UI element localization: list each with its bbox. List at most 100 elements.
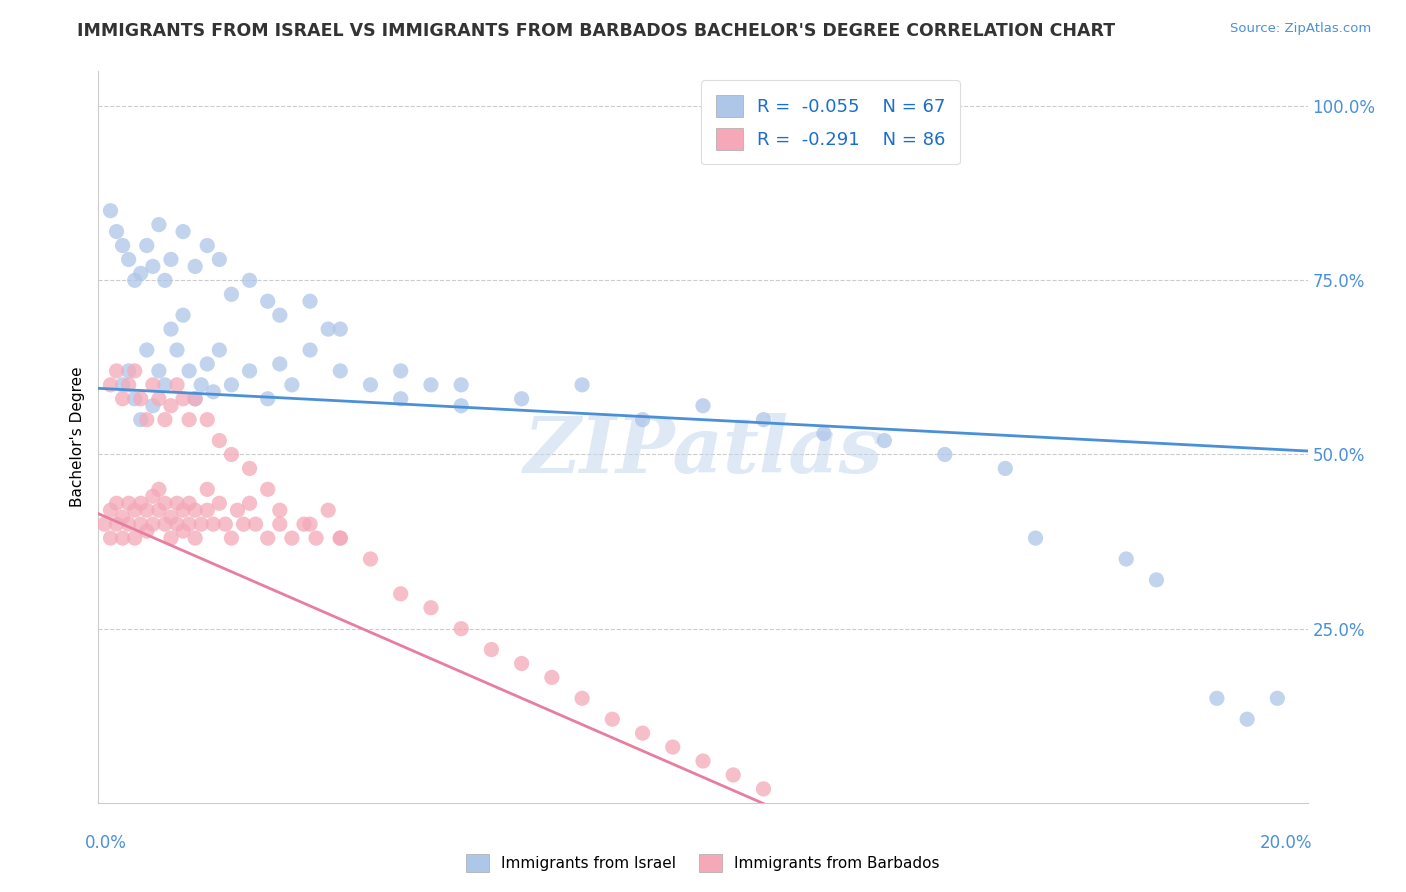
Point	[105, 517, 128, 532]
Point	[153, 412, 176, 426]
Point	[292, 517, 315, 532]
Point	[105, 225, 128, 239]
Point	[329, 322, 352, 336]
Point	[1267, 691, 1289, 706]
Point	[111, 392, 134, 406]
Point	[305, 531, 328, 545]
Point	[172, 225, 194, 239]
Point	[221, 377, 243, 392]
Point	[195, 503, 218, 517]
Point	[1024, 531, 1046, 545]
Point	[142, 399, 165, 413]
Legend: R =  -0.055    N = 67, R =  -0.291    N = 86: R = -0.055 N = 67, R = -0.291 N = 86	[702, 80, 960, 164]
Point	[124, 531, 146, 545]
Point	[540, 670, 562, 684]
Point	[245, 517, 267, 532]
Point	[1144, 573, 1167, 587]
Point	[118, 252, 141, 267]
Text: Source: ZipAtlas.com: Source: ZipAtlas.com	[1230, 22, 1371, 36]
Point	[329, 531, 352, 545]
Point	[105, 364, 128, 378]
Point	[148, 218, 170, 232]
Point	[100, 203, 122, 218]
Point	[631, 726, 654, 740]
Point	[184, 531, 207, 545]
Point	[281, 377, 304, 392]
Point	[166, 343, 188, 357]
Point	[269, 357, 291, 371]
Point	[329, 364, 352, 378]
Point	[153, 517, 176, 532]
Point	[389, 587, 412, 601]
Point	[1236, 712, 1258, 726]
Point	[420, 600, 443, 615]
Point	[299, 294, 322, 309]
Point	[148, 364, 170, 378]
Point	[172, 392, 194, 406]
Point	[172, 524, 194, 538]
Point	[179, 412, 201, 426]
Point	[184, 260, 207, 274]
Point	[190, 377, 212, 392]
Point	[166, 496, 188, 510]
Point	[118, 377, 141, 392]
Point	[142, 517, 165, 532]
Point	[118, 364, 141, 378]
Text: ZIPatlas: ZIPatlas	[523, 414, 883, 490]
Point	[179, 517, 201, 532]
Point	[179, 496, 201, 510]
Point	[571, 377, 593, 392]
Point	[221, 531, 243, 545]
Point	[135, 343, 157, 357]
Point	[208, 343, 231, 357]
Point	[124, 364, 146, 378]
Point	[111, 531, 134, 545]
Point	[172, 503, 194, 517]
Point	[813, 426, 835, 441]
Text: IMMIGRANTS FROM ISRAEL VS IMMIGRANTS FROM BARBADOS BACHELOR'S DEGREE CORRELATION: IMMIGRANTS FROM ISRAEL VS IMMIGRANTS FRO…	[77, 22, 1115, 40]
Point	[256, 294, 278, 309]
Point	[135, 503, 157, 517]
Point	[510, 392, 533, 406]
Text: 20.0%: 20.0%	[1260, 834, 1313, 852]
Text: 0.0%: 0.0%	[84, 834, 127, 852]
Point	[316, 322, 339, 336]
Point	[129, 412, 152, 426]
Point	[450, 377, 472, 392]
Point	[232, 517, 254, 532]
Point	[129, 517, 152, 532]
Point	[195, 238, 218, 252]
Point	[118, 496, 141, 510]
Point	[153, 377, 176, 392]
Point	[111, 238, 134, 252]
Point	[190, 517, 212, 532]
Point	[692, 399, 714, 413]
Point	[153, 496, 176, 510]
Point	[160, 399, 183, 413]
Point	[124, 392, 146, 406]
Point	[195, 412, 218, 426]
Point	[142, 489, 165, 503]
Point	[179, 364, 201, 378]
Point	[269, 308, 291, 322]
Point	[160, 322, 183, 336]
Point	[256, 483, 278, 497]
Point	[118, 517, 141, 532]
Point	[166, 517, 188, 532]
Point	[360, 552, 382, 566]
Point	[202, 517, 225, 532]
Point	[160, 252, 183, 267]
Point	[1206, 691, 1229, 706]
Point	[135, 412, 157, 426]
Point	[450, 399, 472, 413]
Point	[723, 768, 745, 782]
Point	[269, 503, 291, 517]
Point	[124, 273, 146, 287]
Point	[481, 642, 503, 657]
Point	[160, 510, 183, 524]
Point	[631, 412, 654, 426]
Point	[873, 434, 896, 448]
Point	[153, 273, 176, 287]
Point	[148, 392, 170, 406]
Point	[135, 524, 157, 538]
